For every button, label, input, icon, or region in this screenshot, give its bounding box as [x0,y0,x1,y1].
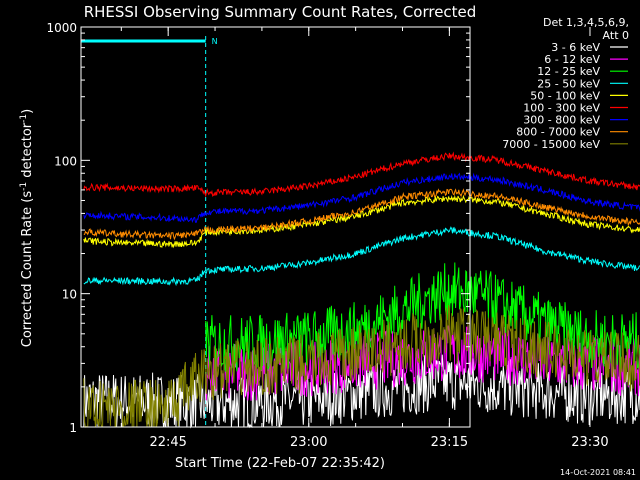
series-line-6 [83,151,640,198]
footer-timestamp: 14-Oct-2021 08:41 [560,468,636,477]
x-axis-label: Start Time (22-Feb-07 22:35:42) [175,456,385,471]
y-axis-label: Corrected Count Rate (s-1 detector-1) [19,109,35,347]
legend-label-2: 6 - 12 keV [544,53,600,66]
axes: 110100100022:4523:0023:1523:3023:4500:00… [46,21,608,450]
legend-label-1: 3 - 6 keV [551,41,600,54]
legend-label-7: 300 - 800 keV [523,114,600,127]
x-tick-label: 22:45 [149,435,186,450]
chart-title: RHESSI Observing Summary Count Rates, Co… [84,3,477,21]
series-line-5 [83,194,640,249]
y-axis-label-part-1: Corrected Count Rate (s [20,191,35,348]
y-tick-label: 1 [69,421,77,435]
series-line-8 [83,188,640,241]
y-tick-label: 10 [62,288,77,302]
series-line-1 [83,354,640,429]
y-tick-label: 100 [54,154,77,168]
series-line-7 [83,172,640,224]
legend-header-attenuator: Att 0 [603,29,629,42]
legend-label-3: 12 - 25 keV [537,65,600,78]
y-axis-label-part-3: ) [20,109,35,114]
x-tick-label: 23:00 [290,435,327,450]
series-line-3 [205,262,640,373]
series-line-9 [83,304,640,428]
y-axis-label-superscript-1: -1 [19,182,29,191]
series-line-2 [205,325,640,401]
legend-label-6: 100 - 300 keV [523,102,600,115]
legend-header-detectors: Det 1,3,4,5,6,9, [543,16,629,29]
y-axis-label-superscript-2: -1 [19,114,29,123]
plot-frame [80,26,471,428]
legend-label-5: 50 - 100 keV [530,89,600,102]
legend-label-4: 25 - 50 keV [537,77,600,90]
y-tick-label: 1000 [46,21,77,35]
x-tick-label: 23:30 [571,435,608,450]
flag-label: N [212,37,218,46]
legend-label-8: 800 - 7000 keV [516,126,600,139]
series-line-4 [83,226,640,287]
x-tick-label: 23:15 [431,435,468,450]
legend-label-9: 7000 - 15000 keV [502,138,600,151]
y-axis-label-part-2: detector [20,122,35,182]
plot-area: N [81,36,640,429]
